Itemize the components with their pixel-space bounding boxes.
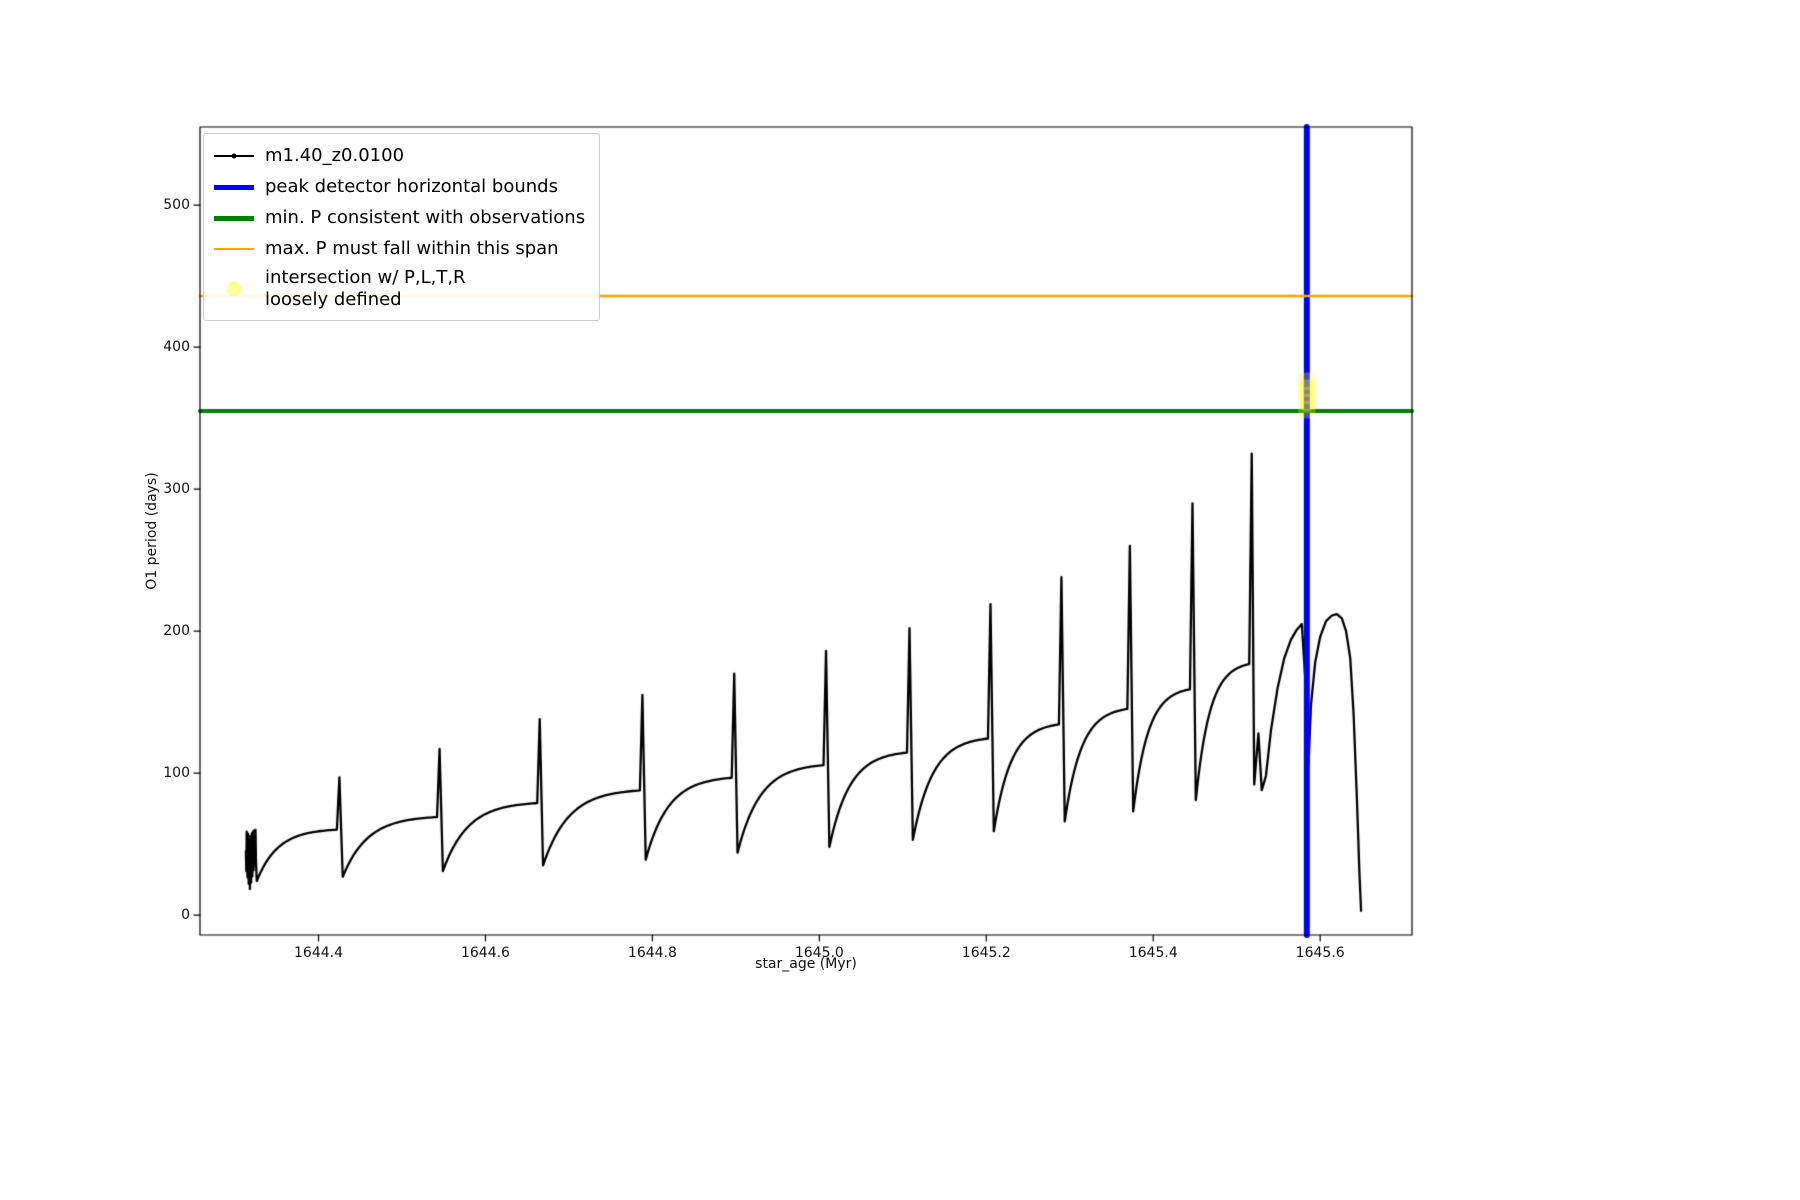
legend-label-min-period: min. P consistent with observations [265,207,586,229]
x-axis-label: star_age (Myr) [755,956,857,972]
max-period-line-icon [214,238,254,260]
legend-entry-min-period: min. P consistent with observations [214,205,585,231]
legend: m1.40_z0.0100 peak detector horizontal b… [203,133,601,321]
x-tick-label: 1645.6 [1295,945,1345,961]
x-tick-label: 1645.0 [794,945,844,961]
series-line-icon [214,145,254,167]
x-tick-label: 1645.4 [1128,945,1178,961]
legend-entry-max-period: max. P must fall within this span [214,236,585,262]
intersection-marker-icon [214,278,254,300]
min-period-line-icon [214,207,254,229]
y-tick-label: 200 [163,623,190,640]
legend-entry-peak-bounds: peak detector horizontal bounds [214,174,585,200]
y-tick-label: 400 [163,339,190,356]
legend-label-max-period: max. P must fall within this span [265,238,559,260]
x-tick-label: 1644.4 [294,945,344,961]
legend-entry-intersection: intersection w/ P,L,T,R loosely defined [214,267,585,311]
x-tick-label: 1644.8 [627,945,677,961]
legend-label-series: m1.40_z0.0100 [265,145,405,167]
legend-label-peak-bounds: peak detector horizontal bounds [265,176,558,198]
legend-entry-series: m1.40_z0.0100 [214,143,585,169]
y-tick-label: 300 [163,481,190,498]
y-tick-label: 0 [181,907,190,924]
x-tick-label: 1645.2 [961,945,1011,961]
peak-bounds-line-icon [214,176,254,198]
x-tick-label: 1644.6 [460,945,510,961]
y-tick-label: 100 [163,765,190,782]
legend-label-intersection: intersection w/ P,L,T,R loosely defined [265,267,466,310]
y-tick-label: 500 [163,197,190,214]
y-axis-label: O1 period (days) [144,472,160,590]
